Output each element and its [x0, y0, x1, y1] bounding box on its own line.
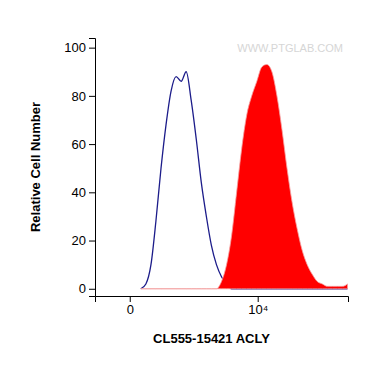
y-axis-title: Relative Cell Number	[28, 102, 43, 232]
x-tick-mark	[258, 296, 259, 302]
y-tick-label: 20	[72, 233, 86, 248]
x-axis: 0 10⁴	[96, 296, 349, 317]
x-axis-title: CL555-15421 ACLY	[153, 331, 270, 346]
y-tick: 100	[64, 40, 95, 55]
chart: WWW.PTGLAB.COM 0 20 40 60 80 100 0 10⁴ CL555-1542…	[0, 0, 370, 365]
y-axis-line	[89, 39, 96, 297]
y-tick-label: 80	[72, 89, 86, 104]
y-tick-label: 40	[72, 185, 86, 200]
x-tick-label: 10⁴	[248, 302, 268, 317]
y-tick: 40	[72, 185, 95, 200]
y-tick: 0	[79, 281, 95, 296]
histogram-area	[141, 65, 348, 289]
y-tick-mark	[89, 96, 95, 97]
y-tick-mark	[89, 289, 95, 290]
x-tick: 0	[127, 296, 134, 317]
y-tick-mark	[89, 48, 95, 49]
y-tick-label: 0	[79, 281, 86, 296]
y-tick-mark	[89, 192, 95, 193]
x-tick-mark	[130, 296, 131, 302]
plot-area	[141, 65, 348, 289]
x-tick-label: 0	[127, 302, 134, 317]
y-tick-label: 100	[64, 40, 86, 55]
watermark: WWW.PTGLAB.COM	[237, 42, 343, 54]
y-tick: 80	[72, 89, 95, 104]
y-tick-label: 60	[72, 137, 86, 152]
y-tick-mark	[89, 144, 95, 145]
y-tick: 20	[72, 233, 95, 248]
y-axis: 0 20 40 60 80 100	[64, 39, 95, 297]
x-axis-line	[96, 297, 349, 303]
y-tick-mark	[89, 241, 95, 242]
y-tick: 60	[72, 137, 95, 152]
x-tick: 10⁴	[248, 296, 268, 317]
